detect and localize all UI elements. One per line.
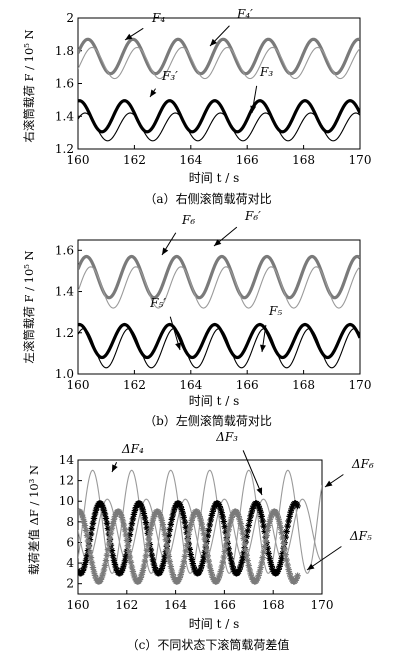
annotation-arrowhead (307, 563, 315, 570)
annotation-leader-ΔF3 (242, 450, 263, 496)
annotation-arrowhead (214, 239, 222, 246)
annotation-label-F3: F₃ (259, 65, 273, 79)
y-tick-label: 10 (59, 494, 74, 508)
panel-a: （a）右侧滚筒载荷对比 时间 t / s 右滚筒载荷 F / 10⁵ N 160… (22, 7, 371, 206)
y-tick-label: 1.6 (55, 77, 74, 91)
plot-frame (77, 17, 361, 150)
x-tick-label: 170 (311, 598, 334, 612)
annotation-arrowhead (256, 487, 263, 495)
panel-a-caption: （a）右侧滚筒载荷对比 (144, 191, 271, 206)
x-tick-label: 162 (115, 598, 138, 612)
y-tick-label: 8 (66, 515, 74, 529)
y-tick-label: 4 (66, 556, 74, 570)
x-tick-label: 160 (67, 153, 90, 167)
annotation-arrowhead (210, 38, 218, 46)
panel-b: （b）左侧滚筒载荷对比 时间 t / s 左滚筒载荷 F / 10⁵ N 160… (22, 209, 371, 428)
annotation-label-F5': F₅′ (149, 296, 166, 310)
x-tick-label: 160 (67, 378, 90, 392)
panel-a-ylabel: 右滚筒载荷 F / 10⁵ N (22, 29, 36, 142)
plot-frame (77, 459, 323, 595)
y-tick-label: 1.8 (55, 44, 74, 58)
annotation-label-F6: F₆ (181, 213, 195, 227)
x-tick-label: 162 (123, 153, 146, 167)
panel-b-xlabel: 时间 t / s (189, 394, 239, 408)
y-tick-label: 12 (59, 474, 74, 488)
annotation-label-ΔF5: ΔF₅ (349, 529, 372, 543)
annotation-label-F4': F₄′ (236, 7, 253, 21)
annotation-label-ΔF6: ΔF₆ (351, 457, 374, 471)
annotation-label-F3': F₃′ (161, 69, 178, 83)
annotation-arrowhead (175, 342, 181, 350)
x-tick-label: 166 (236, 153, 259, 167)
annotation-arrowhead (250, 105, 257, 113)
series-line-F6 (78, 254, 360, 300)
y-tick-label: 14 (59, 453, 75, 467)
y-tick-label: 1.2 (55, 326, 74, 340)
annotation-label-F6': F₆′ (244, 209, 261, 223)
panel-b-caption: （b）左侧滚筒载荷对比 (144, 413, 272, 428)
annotation-arrowhead (325, 480, 333, 487)
series-line-F3' (78, 112, 360, 142)
panel-c-caption: （c）不同状态下滚筒载荷差值 (127, 637, 290, 652)
panel-c-ylabel: 载荷差值 ΔF / 10³ N (27, 465, 41, 575)
panel-a-xlabel: 时间 t / s (189, 171, 239, 185)
y-tick-label: 1.2 (55, 142, 74, 156)
annotation-label-ΔF4: ΔF₄ (121, 442, 144, 456)
y-tick-label: 2 (66, 11, 74, 25)
annotation-arrowhead (112, 464, 118, 472)
plot-frame (77, 239, 361, 375)
series-line-F6' (78, 266, 360, 309)
x-tick-label: 170 (349, 378, 372, 392)
y-tick-label: 6 (66, 535, 74, 549)
x-tick-label: 160 (67, 598, 90, 612)
annotation-label-F5: F₅ (268, 304, 282, 318)
series-line-F5' (78, 328, 360, 369)
y-tick-label: 1.6 (55, 243, 74, 257)
x-tick-label: 168 (292, 153, 315, 167)
annotation-arrowhead (125, 33, 133, 40)
series-line-F5 (78, 322, 360, 360)
x-tick-label: 162 (123, 378, 146, 392)
annotation-label-F4: F₄ (151, 11, 165, 25)
series-star-marks-ΔF5 (78, 508, 301, 585)
series-line-F3 (78, 99, 360, 134)
annotation-arrowhead (260, 344, 266, 352)
annotation-arrowhead (162, 247, 169, 255)
x-tick-label: 164 (179, 378, 202, 392)
annotation-arrowhead (150, 89, 157, 97)
x-tick-label: 170 (349, 153, 372, 167)
x-tick-label: 164 (179, 153, 202, 167)
panel-b-ylabel: 左滚筒载荷 F / 10⁵ N (22, 250, 36, 363)
series-line-F4' (78, 46, 360, 80)
series-markers-ΔF5 (78, 508, 301, 585)
x-tick-label: 168 (262, 598, 285, 612)
x-tick-label: 164 (164, 598, 187, 612)
y-tick-label: 2 (66, 577, 74, 591)
x-tick-label: 166 (213, 598, 236, 612)
x-tick-label: 166 (236, 378, 259, 392)
panel-c: （c）不同状态下滚筒载荷差值 时间 t / s 载荷差值 ΔF / 10³ N … (27, 430, 374, 652)
x-tick-label: 168 (292, 378, 315, 392)
y-tick-label: 1.4 (55, 109, 74, 123)
panel-c-xlabel: 时间 t / s (189, 617, 239, 631)
y-tick-label: 1.4 (55, 285, 74, 299)
series-line-F4 (78, 37, 360, 76)
annotation-label-ΔF3: ΔF₃ (215, 430, 238, 444)
y-tick-label: 1.0 (55, 367, 74, 381)
